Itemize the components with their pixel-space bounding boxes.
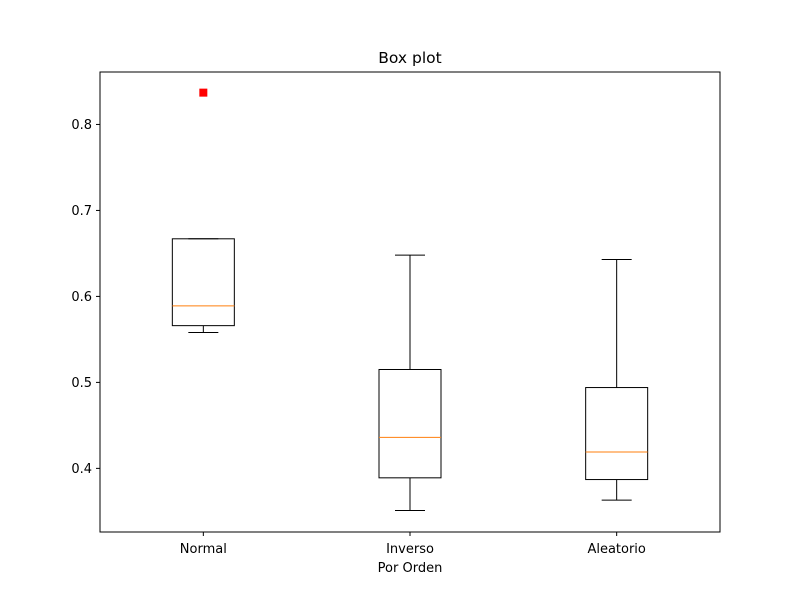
y-tick-label: 0.6 [71, 290, 92, 305]
y-axis: 0.4 0.5 0.6 0.7 0.8 [71, 118, 100, 477]
y-tick-label: 0.7 [71, 204, 92, 219]
chart-title: Box plot [378, 49, 441, 67]
x-axis-label: Por Orden [378, 561, 443, 576]
y-tick-label: 0.5 [71, 376, 92, 391]
y-tick-label: 0.4 [71, 462, 92, 477]
box-iqr [171, 238, 235, 327]
box-group-normal [171, 88, 235, 334]
x-axis: Normal Inverso Aleatorio [180, 532, 646, 557]
box-iqr [585, 387, 649, 481]
box-iqr [378, 368, 442, 479]
y-tick-label: 0.8 [71, 118, 92, 133]
x-tick-label: Normal [180, 542, 227, 557]
plot-area [171, 88, 649, 512]
x-tick-label: Inverso [386, 542, 434, 557]
box-group-inverso [378, 254, 442, 512]
box-group-aleatorio [585, 258, 649, 501]
outlier-point [199, 88, 208, 97]
x-tick-label: Aleatorio [587, 542, 645, 557]
